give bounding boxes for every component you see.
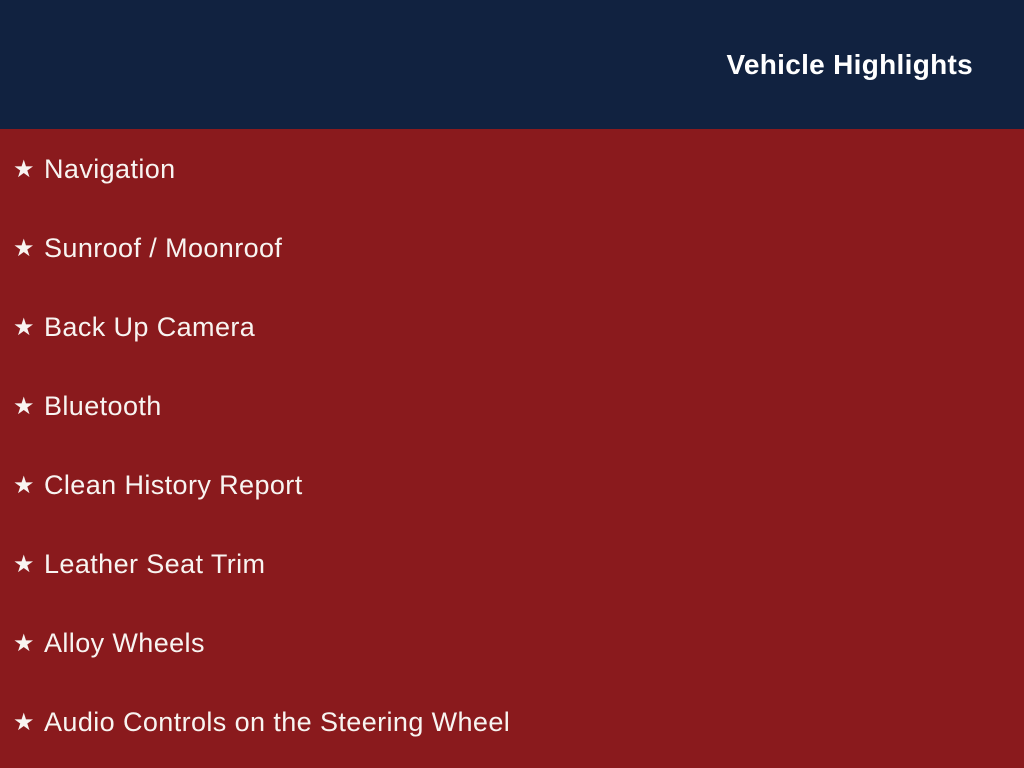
list-item: ★ Navigation <box>0 130 1024 209</box>
star-bullet-icon: ★ <box>13 234 35 262</box>
list-item-label: Clean History Report <box>44 469 303 500</box>
star-bullet-icon: ★ <box>13 313 35 341</box>
list-item-label: Leather Seat Trim <box>44 548 266 579</box>
list-item-label: Back Up Camera <box>44 311 256 342</box>
list-item-label: Navigation <box>44 153 176 184</box>
list-item: ★ Leather Seat Trim <box>0 525 1024 604</box>
list-item: ★ Alloy Wheels <box>0 604 1024 683</box>
list-item: ★ Bluetooth <box>0 367 1024 446</box>
star-bullet-icon: ★ <box>13 392 35 420</box>
list-item: ★ Back Up Camera <box>0 288 1024 367</box>
star-bullet-icon: ★ <box>13 550 35 578</box>
star-bullet-icon: ★ <box>13 155 35 183</box>
list-item-label: Bluetooth <box>44 390 162 421</box>
list-item: ★ Audio Controls on the Steering Wheel <box>0 683 1024 762</box>
star-bullet-icon: ★ <box>13 629 35 657</box>
page-title: Vehicle Highlights <box>726 48 973 80</box>
star-bullet-icon: ★ <box>13 471 35 499</box>
list-item-label: Alloy Wheels <box>44 627 205 658</box>
list-item: ★ Sunroof / Moonroof <box>0 209 1024 288</box>
slide-header: Vehicle Highlights <box>0 0 1024 129</box>
list-item-label: Audio Controls on the Steering Wheel <box>44 706 511 737</box>
list-item: ★ Clean History Report <box>0 446 1024 525</box>
highlights-list: ★ Navigation ★ Sunroof / Moonroof ★ Back… <box>0 130 1024 762</box>
list-item-label: Sunroof / Moonroof <box>44 232 283 263</box>
star-bullet-icon: ★ <box>13 708 35 736</box>
slide-body: ★ Navigation ★ Sunroof / Moonroof ★ Back… <box>0 129 1024 768</box>
